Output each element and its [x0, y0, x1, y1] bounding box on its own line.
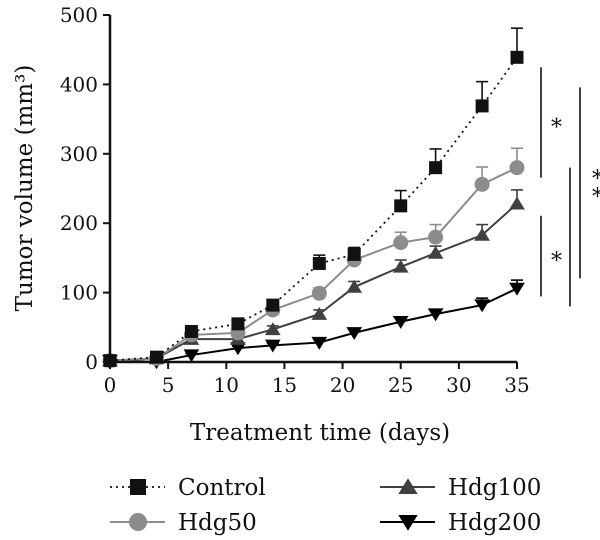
data-point [510, 50, 524, 64]
data-point [509, 160, 525, 176]
legend-item-hdg200: Hdg200 [380, 510, 541, 536]
legend-item-hdg50: Hdg50 [110, 510, 257, 536]
data-point [427, 308, 444, 322]
legend-item-hdg100: Hdg100 [380, 475, 541, 501]
significance-label: * [592, 167, 600, 192]
data-point [230, 342, 246, 356]
x-tick-label: 25 [388, 373, 413, 397]
y-axis-label: Tumor volume (mm³) [12, 65, 38, 312]
x-tick-label: 20 [330, 373, 355, 397]
data-point [428, 229, 444, 245]
data-point [150, 350, 164, 364]
data-point [474, 299, 490, 313]
legend-label: Hdg100 [448, 475, 541, 501]
legend-marker [129, 513, 147, 531]
legend-label: Hdg50 [178, 510, 257, 536]
data-point [394, 199, 408, 213]
data-point [346, 327, 363, 341]
legend-marker [398, 514, 418, 531]
data-point [509, 282, 525, 296]
x-axis-label: Treatment time (days) [190, 420, 450, 446]
data-point [346, 279, 363, 293]
data-point [427, 245, 444, 259]
y-tick-label: 500 [60, 3, 98, 27]
data-point [474, 227, 490, 241]
y-tick-label: 300 [60, 142, 98, 166]
legend-marker [130, 479, 146, 495]
legend-marker [398, 478, 418, 495]
y-tick-label: 200 [60, 211, 98, 235]
data-point [393, 235, 409, 251]
significance-annotations: **** [540, 67, 600, 307]
significance-bracket: * [540, 215, 562, 297]
data-point [264, 339, 281, 353]
data-point [392, 316, 409, 329]
x-tick-label: 15 [272, 373, 297, 397]
x-tick-label: 5 [162, 373, 175, 397]
plot-area [102, 27, 525, 370]
data-point [429, 161, 443, 175]
data-point [392, 259, 409, 273]
data-point [231, 317, 245, 331]
data-point [311, 306, 328, 320]
data-point [475, 99, 489, 113]
data-point [183, 349, 200, 363]
data-point [347, 247, 361, 261]
data-point [509, 196, 525, 210]
x-tick-label: 30 [446, 373, 471, 397]
y-tick-label: 100 [60, 281, 98, 305]
axes: Treatment time (days) Tumor volume (mm³)… [12, 3, 530, 446]
significance-label: * [551, 116, 562, 141]
legend: Control Hdg50 Hdg100 Hdg200 [110, 475, 541, 536]
y-tick-label: 0 [85, 350, 98, 374]
significance-bracket: ** [569, 87, 600, 307]
data-point [311, 336, 328, 350]
x-tick-label: 0 [104, 373, 117, 397]
data-point [266, 298, 280, 312]
y-tick-label: 400 [60, 72, 98, 96]
data-point [264, 322, 281, 336]
legend-label: Control [178, 475, 266, 501]
data-point [474, 176, 490, 192]
data-point [312, 256, 326, 270]
significance-label: * [592, 185, 600, 210]
x-tick-label: 35 [504, 373, 529, 397]
data-point [311, 285, 327, 301]
x-tick-label: 10 [214, 373, 239, 397]
data-point [184, 324, 198, 338]
significance-label: * [551, 249, 562, 274]
significance-bracket: * [540, 67, 562, 178]
legend-label: Hdg200 [448, 510, 541, 536]
legend-item-control: Control [110, 475, 266, 501]
